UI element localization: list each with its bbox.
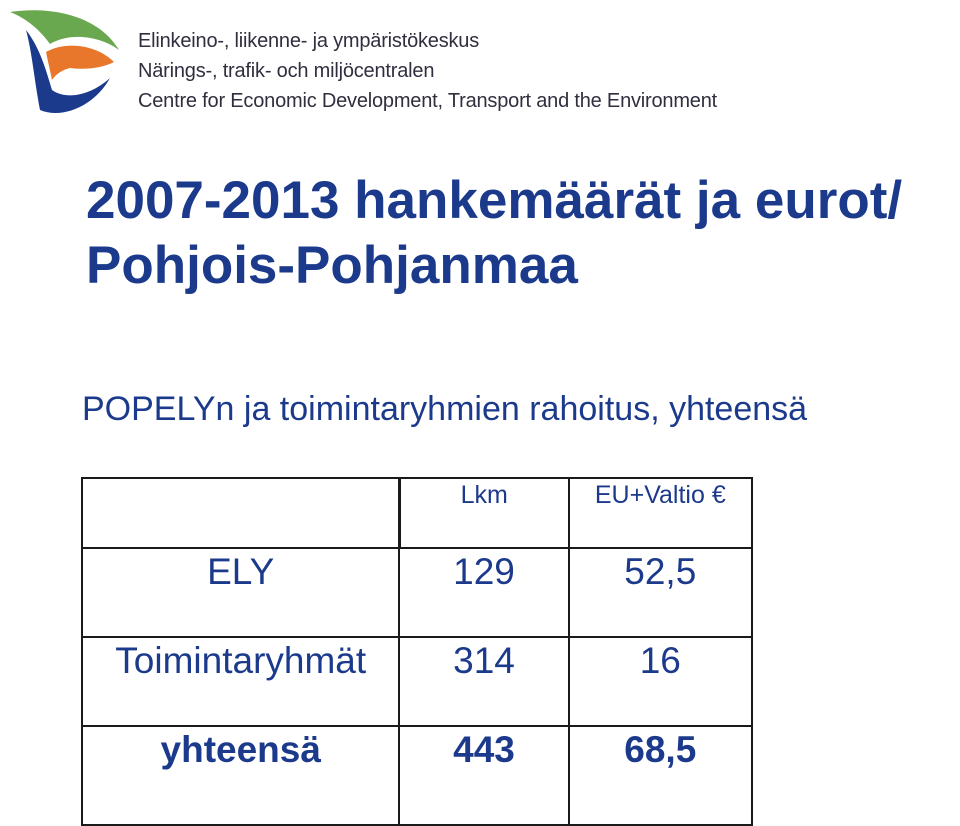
title-line-1: 2007-2013 hankemäärät ja eurot/ [86, 171, 903, 230]
header-cell-count: Lkm [398, 477, 570, 549]
logo-orange-leaf [46, 45, 114, 80]
organization-names: Elinkeino-, liikenne- ja ympäristökeskus… [138, 26, 717, 116]
row-label: ELY [80, 547, 401, 638]
table-row: ELY 129 52,5 [80, 547, 754, 638]
logo-green-leaf [10, 10, 119, 50]
table-row: Toimintaryhmät 314 16 [80, 636, 754, 727]
ely-logo [6, 6, 122, 120]
row-label: Toimintaryhmät [80, 636, 401, 727]
row-count: 314 [398, 636, 570, 727]
table-header-row: Lkm EU+Valtio € [80, 477, 754, 549]
page-title: 2007-2013 hankemäärät ja eurot/ Pohjois-… [86, 168, 902, 298]
table-total-row: yhteensä 443 68,5 [80, 725, 754, 826]
leaf-logo-icon [10, 10, 119, 114]
row-count: 129 [398, 547, 570, 638]
header-cell-empty [80, 477, 401, 549]
org-name-fi: Elinkeino-, liikenne- ja ympäristökeskus [138, 30, 480, 52]
org-name-sv: Närings-, trafik- och miljöcentralen [138, 60, 435, 82]
total-funding: 68,5 [567, 725, 754, 826]
row-funding: 16 [567, 636, 754, 727]
title-line-2: Pohjois-Pohjanmaa [86, 236, 578, 295]
logo-blue-swirl [26, 30, 110, 114]
subtitle: POPELYn ja toimintaryhmien rahoitus, yht… [82, 390, 808, 428]
funding-table: Lkm EU+Valtio € ELY 129 52,5 Toimintaryh… [80, 477, 754, 826]
total-label: yhteensä [80, 725, 401, 826]
total-count: 443 [398, 725, 570, 826]
org-name-en: Centre for Economic Development, Transpo… [138, 90, 718, 112]
row-funding: 52,5 [567, 547, 754, 638]
header-cell-funding: EU+Valtio € [567, 477, 754, 549]
